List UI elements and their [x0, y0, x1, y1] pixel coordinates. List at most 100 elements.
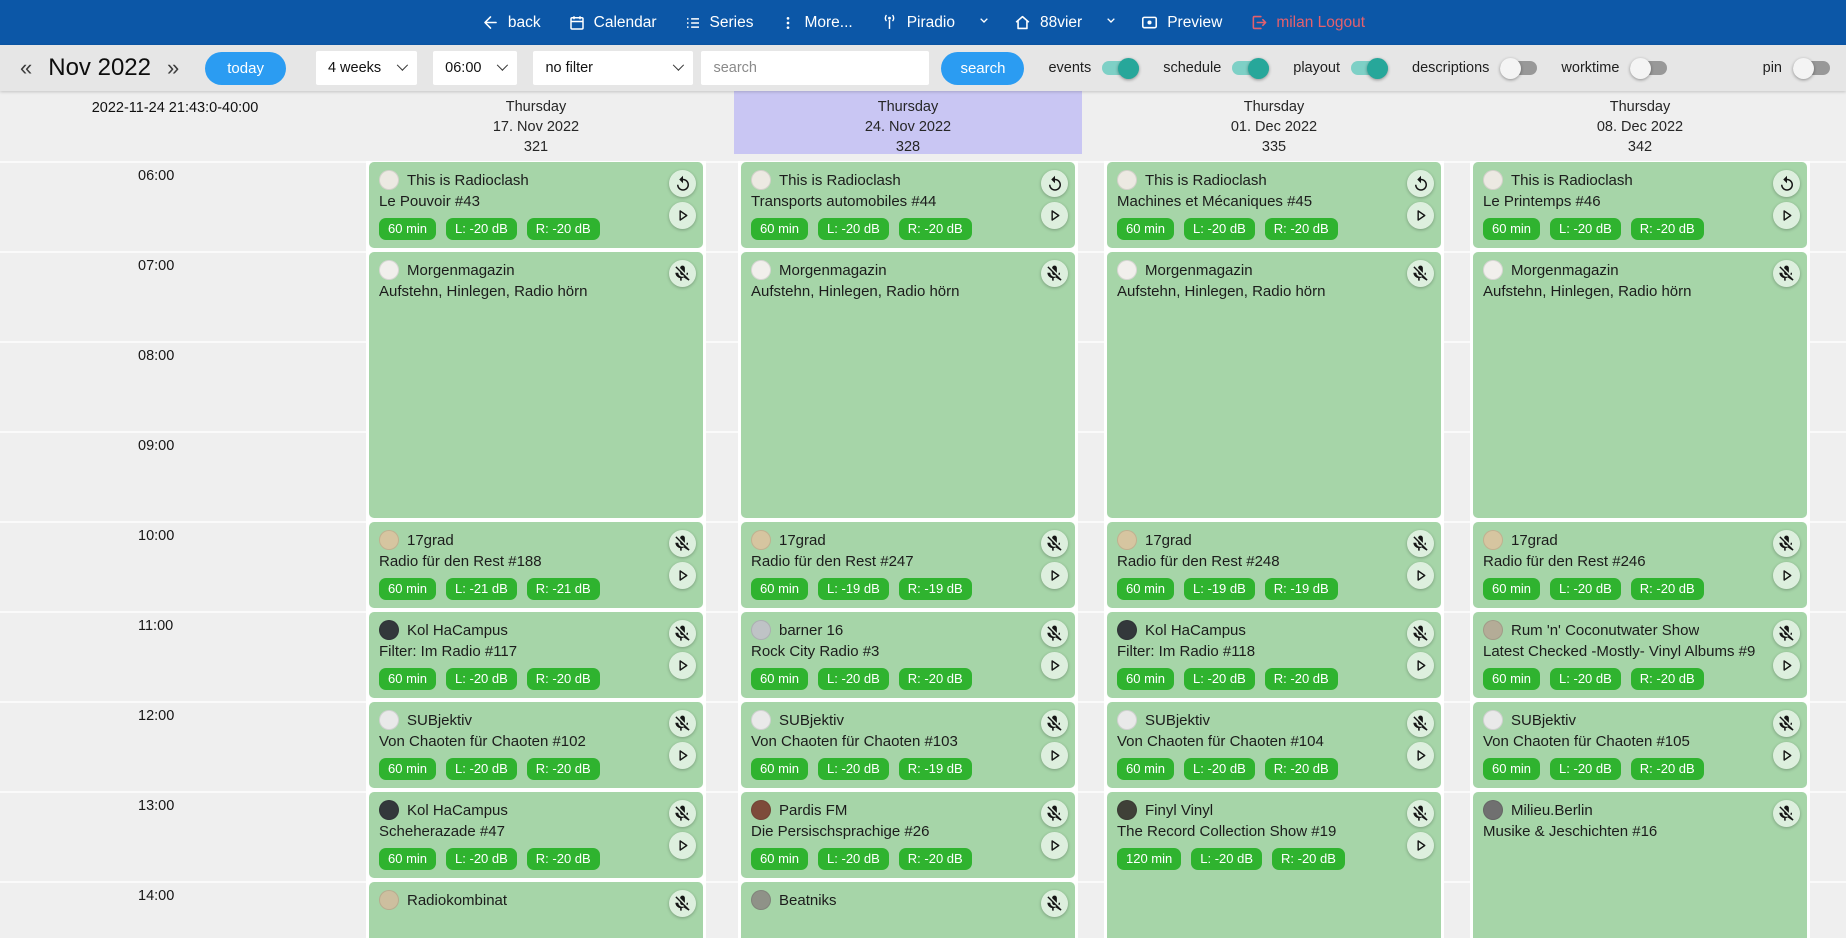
right-level-badge[interactable]: R: -20 dB: [898, 668, 972, 690]
right-level-badge[interactable]: R: -19 dB: [1264, 578, 1338, 600]
duration-badge[interactable]: 60 min: [1117, 668, 1175, 690]
duration-badge[interactable]: 60 min: [379, 668, 437, 690]
events-toggle[interactable]: [1102, 57, 1140, 79]
right-level-badge[interactable]: R: -20 dB: [1264, 218, 1338, 240]
event-card[interactable]: Rum 'n' Coconutwater Show Latest Checked …: [1473, 612, 1807, 698]
play-icon[interactable]: [669, 832, 696, 859]
restart-icon[interactable]: [669, 170, 696, 197]
range-select[interactable]: 4 weeks: [315, 51, 418, 85]
event-card[interactable]: This is Radioclash Transports automobiles…: [741, 162, 1075, 248]
event-card[interactable]: This is Radioclash Machines et Mécaniques…: [1107, 162, 1441, 248]
play-icon[interactable]: [1773, 202, 1800, 229]
event-card[interactable]: SUBjektiv Von Chaoten für Chaoten #102 60 …: [369, 702, 703, 788]
play-icon[interactable]: [1407, 202, 1434, 229]
event-card[interactable]: SUBjektiv Von Chaoten für Chaoten #105 60 …: [1473, 702, 1807, 788]
play-icon[interactable]: [1773, 562, 1800, 589]
left-level-badge[interactable]: L: -19 dB: [1184, 578, 1255, 600]
event-card[interactable]: SUBjektiv Von Chaoten für Chaoten #104 60 …: [1107, 702, 1441, 788]
right-level-badge[interactable]: R: -20 dB: [526, 848, 600, 870]
event-card[interactable]: Radiokombinat: [369, 882, 703, 938]
logout-button[interactable]: milan Logout: [1249, 13, 1365, 32]
nav-calendar[interactable]: Calendar: [568, 14, 657, 32]
right-level-badge[interactable]: R: -20 dB: [1630, 218, 1704, 240]
event-card[interactable]: Morgenmagazin Aufstehn, Hinlegen, Radio h…: [1107, 252, 1441, 518]
nav-series[interactable]: Series: [684, 14, 753, 32]
event-card[interactable]: 17grad Radio für den Rest #188 60 min L: -2…: [369, 522, 703, 608]
play-icon[interactable]: [669, 652, 696, 679]
left-level-badge[interactable]: L: -20 dB: [1550, 218, 1621, 240]
event-card[interactable]: SUBjektiv Von Chaoten für Chaoten #103 60 …: [741, 702, 1075, 788]
right-level-badge[interactable]: R: -20 dB: [1630, 578, 1704, 600]
back-button[interactable]: back: [481, 13, 541, 32]
duration-badge[interactable]: 60 min: [379, 758, 437, 780]
duration-badge[interactable]: 60 min: [1483, 578, 1541, 600]
search-input[interactable]: [701, 51, 930, 85]
prev-month-button[interactable]: «: [16, 55, 36, 81]
play-icon[interactable]: [1041, 562, 1068, 589]
duration-badge[interactable]: 60 min: [1117, 758, 1175, 780]
search-button[interactable]: search: [941, 51, 1025, 85]
next-month-button[interactable]: »: [163, 55, 183, 81]
restart-icon[interactable]: [1773, 170, 1800, 197]
right-level-badge[interactable]: R: -20 dB: [1264, 758, 1338, 780]
play-icon[interactable]: [1407, 562, 1434, 589]
left-level-badge[interactable]: L: -20 dB: [1550, 578, 1621, 600]
event-card[interactable]: This is Radioclash Le Printemps #46 60 min…: [1473, 162, 1807, 248]
descriptions-toggle[interactable]: [1500, 57, 1538, 79]
channel-chevron-down-icon[interactable]: [1103, 12, 1119, 33]
right-level-badge[interactable]: R: -19 dB: [898, 758, 972, 780]
duration-badge[interactable]: 60 min: [1117, 218, 1175, 240]
event-card[interactable]: Milieu.Berlin Musike & Jeschichten #16: [1473, 792, 1807, 938]
left-level-badge[interactable]: L: -21 dB: [446, 578, 517, 600]
event-card[interactable]: Kol HaCampus Filter: Im Radio #117 60 min L…: [369, 612, 703, 698]
duration-badge[interactable]: 60 min: [751, 758, 809, 780]
right-level-badge[interactable]: R: -20 dB: [526, 218, 600, 240]
nav-channel[interactable]: 88vier: [1013, 13, 1082, 32]
play-icon[interactable]: [1407, 652, 1434, 679]
nav-more[interactable]: More...: [780, 14, 853, 32]
event-card[interactable]: 17grad Radio für den Rest #246 60 min L: -2…: [1473, 522, 1807, 608]
right-level-badge[interactable]: R: -20 dB: [1630, 668, 1704, 690]
left-level-badge[interactable]: L: -20 dB: [818, 848, 889, 870]
left-level-badge[interactable]: L: -20 dB: [818, 758, 889, 780]
event-card[interactable]: Kol HaCampus Scheherazade #47 60 min L: -20…: [369, 792, 703, 878]
right-level-badge[interactable]: R: -21 dB: [526, 578, 600, 600]
today-button[interactable]: today: [205, 51, 286, 85]
right-level-badge[interactable]: R: -20 dB: [526, 758, 600, 780]
event-card[interactable]: Pardis FM Die Persischsprachige #26 60 min…: [741, 792, 1075, 878]
duration-badge[interactable]: 60 min: [1483, 668, 1541, 690]
left-level-badge[interactable]: L: -20 dB: [446, 848, 517, 870]
play-icon[interactable]: [1773, 742, 1800, 769]
event-card[interactable]: This is Radioclash Le Pouvoir #43 60 min L:…: [369, 162, 703, 248]
right-level-badge[interactable]: R: -20 dB: [1264, 668, 1338, 690]
left-level-badge[interactable]: L: -20 dB: [1550, 668, 1621, 690]
restart-icon[interactable]: [1407, 170, 1434, 197]
preview-button[interactable]: Preview: [1140, 13, 1222, 32]
play-icon[interactable]: [1773, 652, 1800, 679]
left-level-badge[interactable]: L: -20 dB: [446, 218, 517, 240]
pin-toggle[interactable]: [1793, 57, 1830, 79]
event-card[interactable]: Morgenmagazin Aufstehn, Hinlegen, Radio h…: [369, 252, 703, 518]
left-level-badge[interactable]: L: -19 dB: [818, 578, 889, 600]
right-level-badge[interactable]: R: -20 dB: [1272, 848, 1345, 870]
duration-badge[interactable]: 60 min: [379, 848, 437, 870]
duration-badge[interactable]: 120 min: [1117, 848, 1182, 870]
duration-badge[interactable]: 60 min: [1483, 218, 1541, 240]
play-icon[interactable]: [1407, 832, 1434, 859]
right-level-badge[interactable]: R: -20 dB: [1630, 758, 1704, 780]
duration-badge[interactable]: 60 min: [1117, 578, 1175, 600]
duration-badge[interactable]: 60 min: [1483, 758, 1541, 780]
event-card[interactable]: Finyl Vinyl The Record Collection Show #1…: [1107, 792, 1441, 938]
playout-toggle[interactable]: [1351, 57, 1389, 79]
event-card[interactable]: barner 16 Rock City Radio #3 60 min L: -20 …: [741, 612, 1075, 698]
left-level-badge[interactable]: L: -20 dB: [1184, 758, 1255, 780]
play-icon[interactable]: [1041, 742, 1068, 769]
event-card[interactable]: Beatniks: [741, 882, 1075, 938]
right-level-badge[interactable]: R: -20 dB: [898, 848, 972, 870]
left-level-badge[interactable]: L: -20 dB: [1550, 758, 1621, 780]
left-level-badge[interactable]: L: -20 dB: [446, 758, 517, 780]
schedule-toggle[interactable]: [1232, 57, 1270, 79]
play-icon[interactable]: [669, 202, 696, 229]
station-chevron-down-icon[interactable]: [976, 12, 992, 33]
left-level-badge[interactable]: L: -20 dB: [446, 668, 517, 690]
